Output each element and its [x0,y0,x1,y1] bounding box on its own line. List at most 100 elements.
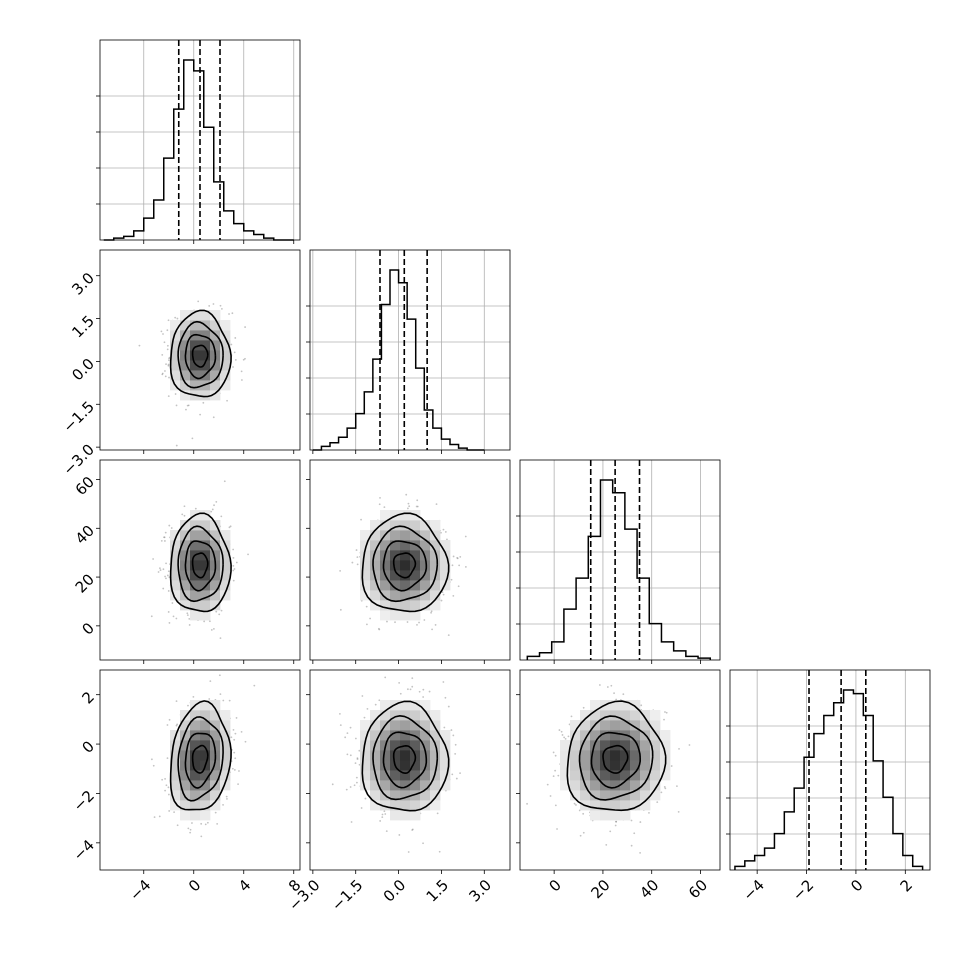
scatter-point [526,802,528,805]
scatter-point [233,751,236,754]
scatter-point [233,769,236,771]
density-cell [180,390,191,401]
density-cell [650,710,661,721]
density-cell [190,360,201,371]
density-cell [650,780,661,791]
density-cell [430,540,441,551]
density-cell [210,520,221,531]
contour-1-0-1 [184,333,217,380]
density-cell [590,730,601,741]
density-cell [180,770,191,781]
density-cell [390,530,401,541]
density-cell [170,590,181,601]
scatter-point [361,695,364,697]
scatter-point [185,408,187,411]
scatter-point [242,358,245,361]
scatter-point [416,505,419,508]
panel-frame-2-2 [519,459,721,661]
contour-3-2-3 [566,700,667,812]
density-cell [420,710,431,721]
scatter-point [451,564,454,567]
scatter-point [564,737,567,740]
scatter-point [546,783,549,786]
density-cell [570,790,581,801]
density-cell [210,310,221,321]
scatter-point [211,508,214,511]
scatter-point [231,767,234,770]
scatter-point [167,611,170,613]
scatter-point [366,707,369,710]
histogram-2 [526,479,711,660]
scatter-point [554,769,557,772]
density-cell [370,800,381,811]
density-cell [390,790,401,801]
contour-3-1-3 [361,700,450,812]
scatter-point [442,528,445,531]
density-cell [220,750,231,761]
scatter-point [244,357,246,360]
density-cell [560,760,571,771]
density-cell [210,790,221,801]
scatter-point [639,821,642,823]
scatter-point [459,555,462,558]
panel-frame-2-1 [309,459,511,661]
scatter-point [160,330,163,333]
density-cell [400,790,411,801]
scatter-point [234,757,237,760]
scatter-point [660,791,663,794]
scatter-point [443,726,446,729]
scatter-point [355,549,358,551]
density-cell [180,360,191,371]
density-cell [390,730,401,741]
x-tick-label-3-2: 0 [847,876,866,895]
scatter-point [202,401,205,404]
scatter-point [234,732,237,735]
scatter-point [153,816,156,819]
density-cell [190,730,201,741]
scatter-point [434,624,437,626]
scatter-point [411,677,414,680]
density-cell [360,550,371,561]
density-cell [630,790,641,801]
density-cell [420,770,431,781]
density-cell [640,760,651,771]
density-cell [620,740,631,751]
density-cell [220,590,231,601]
x-tick-label-1-1: −1.5 [328,876,366,914]
scatter-point [175,700,178,703]
density-cell [430,720,441,731]
density-cell [170,540,181,551]
scatter-point [383,506,386,509]
density-cell [220,780,231,791]
contour-2-0-0 [191,552,209,579]
density-cell [620,710,631,721]
y-tick-label-2-2: 40 [72,522,98,548]
scatter-point [152,558,155,560]
density-cell [190,580,201,591]
density-cell [600,810,611,821]
scatter-point [561,734,564,736]
contour-2-1-0 [392,552,417,579]
scatter-point [226,399,228,402]
density-cell [210,720,221,731]
density-cell [440,760,451,771]
contour-3-0-1 [184,732,217,789]
density-cell [660,730,671,741]
density-cell [400,780,411,791]
density-cell [440,570,451,581]
density-cell [600,790,611,801]
density-cell [430,580,441,591]
density-cell [390,710,401,721]
contour-2-0-2 [177,525,224,603]
density-cell [420,780,431,791]
hist-panel-1 [306,249,511,454]
scatter-point [665,711,668,714]
density-cell [400,570,411,581]
scatter-point [615,820,617,823]
scatter-point [350,821,353,823]
scatter-point [187,704,189,707]
density-cell [420,580,431,591]
density-cell [610,800,621,811]
density-cell [360,730,371,741]
density-cell [430,600,441,611]
